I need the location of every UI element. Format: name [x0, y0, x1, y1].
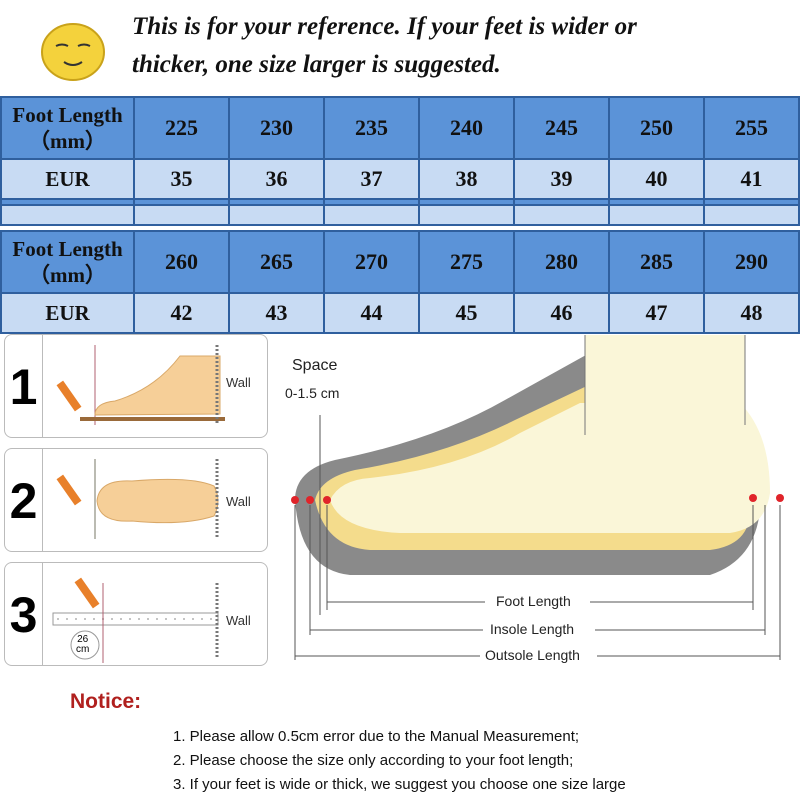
eur-cell: 40: [608, 158, 705, 200]
header: This is for your reference. If your feet…: [0, 0, 800, 97]
eur-cell: 43: [228, 292, 325, 334]
foot-length-label: Foot Length: [496, 593, 571, 609]
foot-length-row: Foot Length （mm） 260 265 270 275 280 285 …: [0, 230, 800, 294]
shoe-cross-section-icon: [291, 335, 784, 660]
foot-top-view-icon: [56, 459, 219, 539]
eur-cell: 41: [703, 158, 800, 200]
length-cell: 280: [513, 230, 610, 294]
length-cell: 250: [608, 96, 705, 160]
length-cell: 270: [323, 230, 420, 294]
outsole-length-label: Outsole Length: [485, 647, 580, 663]
length-cell: 255: [703, 96, 800, 160]
space-value: 0-1.5 cm: [285, 385, 340, 401]
eur-label: EUR: [0, 158, 135, 200]
foot-length-row: Foot Length （mm） 225 230 235 240 245 250 …: [0, 96, 800, 160]
reference-note-line1: This is for your reference. If your feet…: [132, 13, 637, 40]
length-cell: 265: [228, 230, 325, 294]
length-cell: 285: [608, 230, 705, 294]
length-cell: 275: [418, 230, 515, 294]
step-3: 3 26 cm Wall: [4, 562, 268, 666]
spacer-row: [0, 198, 800, 206]
length-cell: 230: [228, 96, 325, 160]
eur-cell: 45: [418, 292, 515, 334]
space-label: Space: [292, 357, 338, 374]
spacer-row: [0, 204, 800, 226]
eur-cell: 36: [228, 158, 325, 200]
eur-cell: 47: [608, 292, 705, 334]
size-table-part1: Foot Length （mm） 225 230 235 240 245 250 …: [0, 96, 800, 226]
insole-length-label: Insole Length: [490, 621, 575, 637]
eur-cell: 48: [703, 292, 800, 334]
eur-row: EUR 35 36 37 38 39 40 41: [0, 158, 800, 200]
eur-cell: 35: [133, 158, 230, 200]
eur-cell: 38: [418, 158, 515, 200]
length-cell: 290: [703, 230, 800, 294]
measure-value: 26 cm: [76, 634, 90, 655]
eur-cell: 37: [323, 158, 420, 200]
notice-item: 1. Please allow 0.5cm error due to the M…: [173, 728, 580, 745]
wall-label: Wall: [226, 613, 251, 628]
foot-length-label: Foot Length （mm）: [0, 230, 135, 294]
eur-cell: 42: [133, 292, 230, 334]
shoe-length-diagram: Space 0-1.5 cm Foot Length Insole Length…: [285, 330, 800, 670]
measurement-steps: 1 Wall 2 Wall 3 26 cm Wall: [4, 334, 268, 676]
step-2: 2 Wall: [4, 448, 268, 552]
foot-side-view-icon: [56, 345, 225, 425]
eur-row: EUR 42 43 44 45 46 47 48: [0, 292, 800, 334]
eur-label: EUR: [0, 292, 135, 334]
foot-length-label: Foot Length （mm）: [0, 96, 135, 160]
step-number: 1: [5, 335, 43, 437]
notice-item: 3. If your feet is wide or thick, we sug…: [173, 776, 626, 793]
ruler-icon: [52, 577, 219, 663]
size-table-part2: Foot Length （mm） 260 265 270 275 280 285 …: [0, 230, 800, 334]
wall-label: Wall: [226, 375, 251, 390]
reference-note: This is for your reference. If your feet…: [132, 8, 797, 84]
eur-cell: 46: [513, 292, 610, 334]
notice-title: Notice:: [70, 690, 142, 713]
length-cell: 245: [513, 96, 610, 160]
reference-note-line2: thicker, one size larger is suggested.: [132, 51, 501, 78]
smiley-face-icon: [41, 23, 105, 81]
notice-item: 2. Please choose the size only according…: [173, 752, 574, 769]
step-number: 2: [5, 449, 43, 551]
step-1: 1 Wall: [4, 334, 268, 438]
length-cell: 235: [323, 96, 420, 160]
length-cell: 240: [418, 96, 515, 160]
step-number: 3: [5, 563, 43, 665]
length-cell: 225: [133, 96, 230, 160]
eur-cell: 39: [513, 158, 610, 200]
eur-cell: 44: [323, 292, 420, 334]
length-cell: 260: [133, 230, 230, 294]
wall-label: Wall: [226, 494, 251, 509]
